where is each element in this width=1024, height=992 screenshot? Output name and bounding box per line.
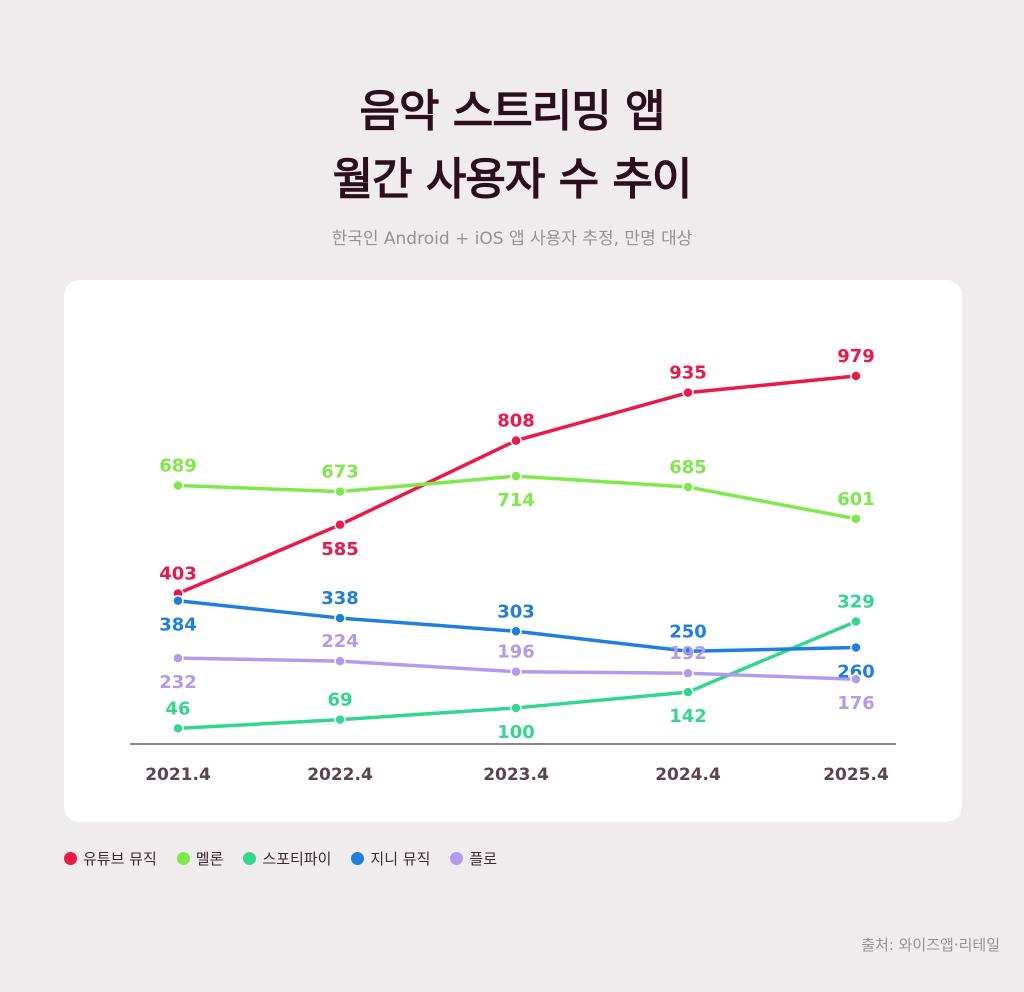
data-label: 673 <box>321 462 359 483</box>
data-point <box>682 645 694 658</box>
data-label: 338 <box>321 588 359 609</box>
data-point <box>334 519 346 531</box>
data-label: 601 <box>837 489 875 510</box>
legend-swatch <box>450 852 464 865</box>
data-label: 100 <box>497 722 535 743</box>
data-label: 260 <box>837 662 875 683</box>
legend-label: 유튜브 뮤직 <box>83 850 157 868</box>
data-point <box>510 470 522 482</box>
data-label: 69 <box>327 690 352 711</box>
data-label: 176 <box>837 693 875 714</box>
x-tick-label: 2024.4 <box>655 765 721 785</box>
data-label: 192 <box>669 643 707 664</box>
data-point <box>172 652 184 664</box>
data-point <box>334 485 346 498</box>
data-point <box>850 673 862 685</box>
data-point <box>850 513 862 525</box>
data-point <box>172 594 184 607</box>
legend-item: 스포티파이 <box>243 848 331 869</box>
data-label: 384 <box>159 615 197 636</box>
data-point <box>850 370 862 382</box>
x-tick-label: 2025.4 <box>823 765 889 785</box>
line-chart: 2021.4 2022.4 2023.4 2024.4 2025.4 403 585 808 9… <box>130 346 896 785</box>
x-tick-label: 2023.4 <box>483 765 549 785</box>
data-point <box>850 641 862 654</box>
legend-label: 스포티파이 <box>262 850 332 868</box>
legend-item: 멜론 <box>176 848 224 869</box>
data-label: 403 <box>159 564 197 585</box>
data-point <box>850 615 862 628</box>
data-point <box>682 686 694 698</box>
legend-item: 지니 뮤직 <box>351 848 430 869</box>
data-point <box>682 386 694 399</box>
data-label: 685 <box>669 457 707 478</box>
data-point <box>510 434 522 447</box>
chart-title: 음악 스트리밍 앱 월간 사용자 수 추이 <box>0 78 1024 214</box>
legend-swatch <box>351 852 365 865</box>
data-point <box>334 612 346 624</box>
data-label: 46 <box>165 698 190 719</box>
title-line-2: 월간 사용자 수 추이 <box>332 154 693 205</box>
data-point <box>510 665 522 678</box>
legend-item: 플로 <box>450 848 497 869</box>
legend-label: 멜론 <box>195 850 224 868</box>
data-label: 196 <box>497 642 535 663</box>
legend-swatch <box>64 852 77 865</box>
data-label: 689 <box>159 456 197 477</box>
data-label: 142 <box>669 706 707 727</box>
data-label: 714 <box>497 490 535 511</box>
data-label: 303 <box>497 601 535 622</box>
legend-label: 플로 <box>469 850 497 868</box>
data-label: 979 <box>837 346 875 367</box>
data-point <box>682 667 694 679</box>
x-tick-label: 2021.4 <box>145 765 211 785</box>
source-note: 출처: 와이즈앱·리테일 <box>861 936 1000 954</box>
data-point <box>682 481 694 493</box>
data-label: 585 <box>321 539 359 560</box>
data-point <box>334 655 346 667</box>
x-tick-label: 2022.4 <box>307 765 373 785</box>
legend: 유튜브 뮤직 멜론 스포티파이 지니 뮤직 플로 <box>64 848 497 869</box>
legend-swatch <box>176 852 190 865</box>
legend-label: 지니 뮤직 <box>370 850 431 868</box>
data-point <box>334 713 346 726</box>
data-point <box>172 479 184 492</box>
data-label: 935 <box>669 363 707 384</box>
title-line-1: 음악 스트리밍 앱 <box>359 86 666 137</box>
legend-item: 유튜브 뮤직 <box>64 848 157 869</box>
data-point <box>172 722 184 735</box>
data-label: 250 <box>669 621 707 642</box>
chart-card: 2021.4 2022.4 2023.4 2024.4 2025.4 403 585 808 9… <box>64 280 962 822</box>
data-point <box>510 702 522 714</box>
data-point <box>510 625 522 638</box>
data-label: 224 <box>321 631 359 652</box>
chart-subtitle: 한국인 Android + iOS 앱 사용자 추정, 만명 대상 <box>331 229 693 249</box>
series-line <box>176 374 858 596</box>
legend-swatch <box>243 852 257 865</box>
data-label: 808 <box>497 411 535 432</box>
data-label: 232 <box>159 672 197 693</box>
data-label: 329 <box>837 591 875 612</box>
